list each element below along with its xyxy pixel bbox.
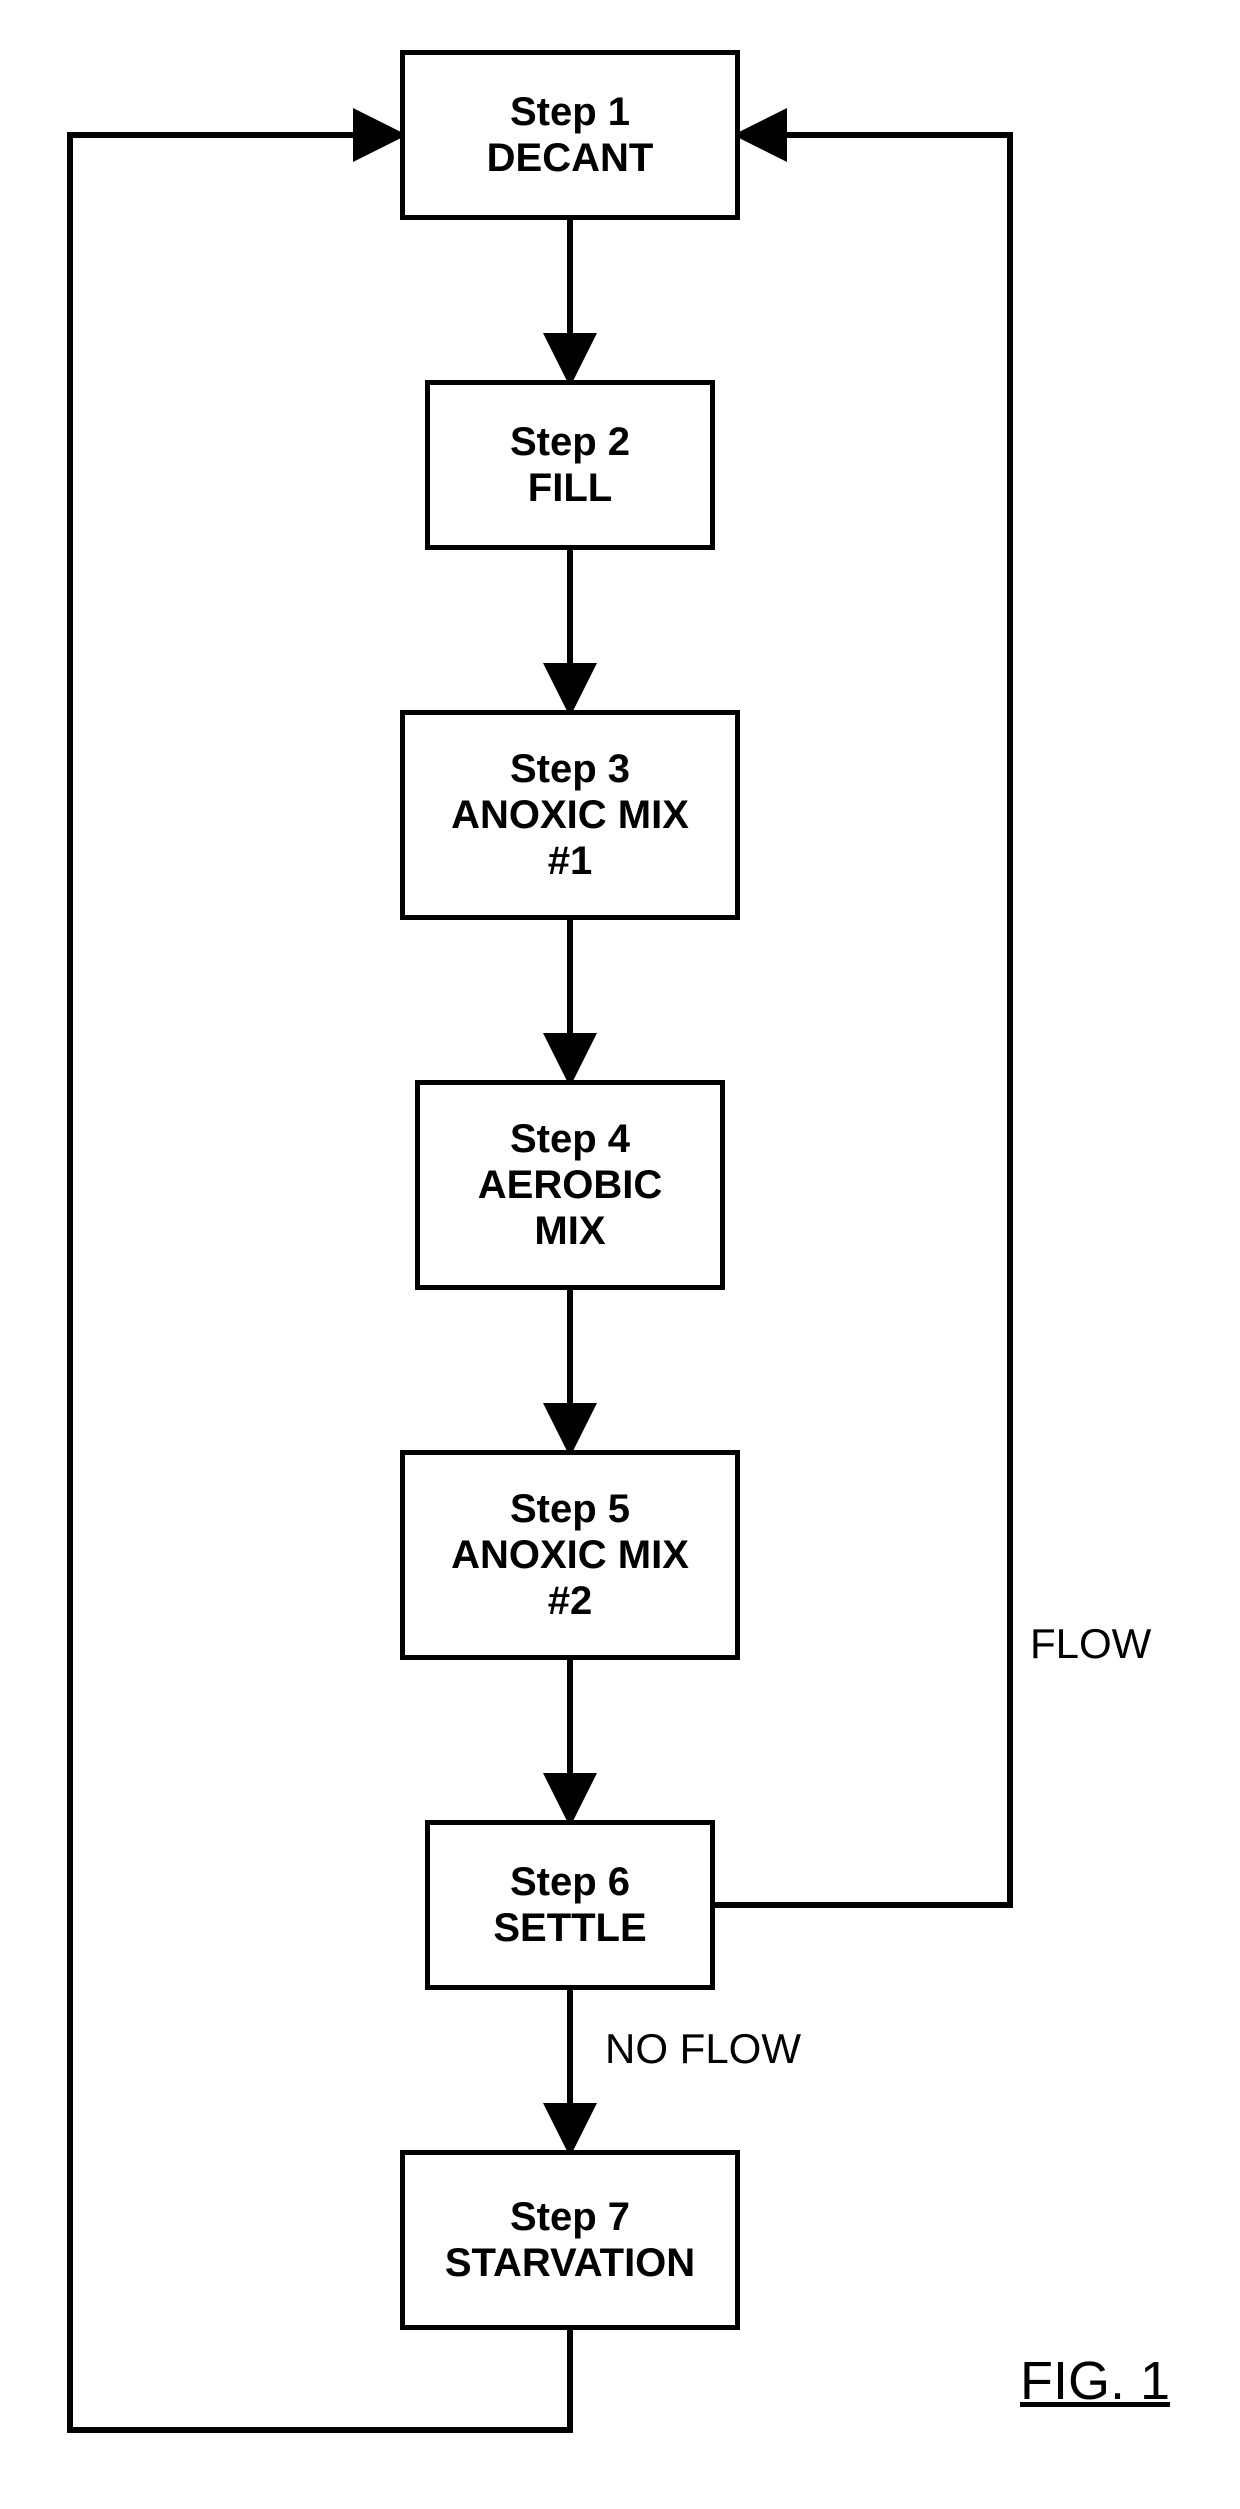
node-step6: Step 6 SETTLE xyxy=(425,1820,715,1990)
node-step6-step: Step 6 xyxy=(510,1859,630,1905)
node-step2: Step 2 FILL xyxy=(425,380,715,550)
node-step3: Step 3 ANOXIC MIX#1 xyxy=(400,710,740,920)
node-step6-label: SETTLE xyxy=(493,1905,646,1951)
figure-label: FIG. 1 xyxy=(1020,2350,1170,2412)
node-step7-label: STARVATION xyxy=(445,2240,695,2286)
node-step5-label: ANOXIC MIX#2 xyxy=(451,1532,689,1624)
node-step3-label: ANOXIC MIX#1 xyxy=(451,792,689,884)
node-step1-label: DECANT xyxy=(487,135,654,181)
node-step3-step: Step 3 xyxy=(510,746,630,792)
node-step7: Step 7 STARVATION xyxy=(400,2150,740,2330)
node-step2-label: FILL xyxy=(528,465,612,511)
node-step4-step: Step 4 xyxy=(510,1116,630,1162)
node-step5-step: Step 5 xyxy=(510,1486,630,1532)
edge-step6-step1-flow xyxy=(715,135,1010,1905)
node-step5: Step 5 ANOXIC MIX#2 xyxy=(400,1450,740,1660)
node-step2-step: Step 2 xyxy=(510,419,630,465)
node-step4-label: AEROBICMIX xyxy=(478,1162,662,1254)
edge-label-no-flow: NO FLOW xyxy=(605,2025,801,2073)
flowchart-figure-1: Step 1 DECANT Step 2 FILL Step 3 ANOXIC … xyxy=(0,0,1240,2509)
edge-label-flow: FLOW xyxy=(1030,1620,1151,1668)
node-step7-step: Step 7 xyxy=(510,2194,630,2240)
node-step1: Step 1 DECANT xyxy=(400,50,740,220)
node-step1-step: Step 1 xyxy=(510,89,630,135)
node-step4: Step 4 AEROBICMIX xyxy=(415,1080,725,1290)
